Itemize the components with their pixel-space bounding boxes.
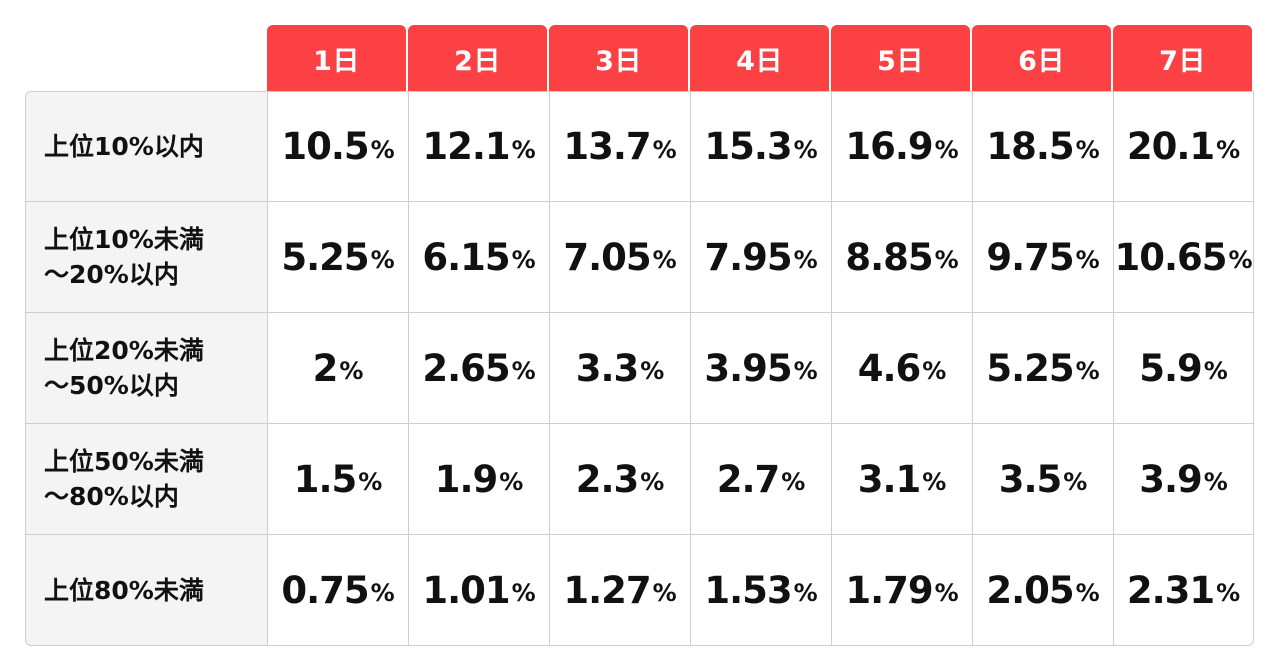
table-cell: 1.53%: [690, 535, 831, 646]
day-header-7: 7日: [1113, 25, 1252, 91]
table-cell: 2%: [267, 313, 408, 424]
table-cell: 6.15%: [408, 202, 549, 313]
table-cell: 4.6%: [831, 313, 972, 424]
table-cell: 2.3%: [549, 424, 690, 535]
table-cell: 15.3%: [690, 91, 831, 202]
day-header-4: 4日: [690, 25, 829, 91]
table-cell: 12.1%: [408, 91, 549, 202]
table-cell: 5.25%: [267, 202, 408, 313]
table-cell: 3.3%: [549, 313, 690, 424]
table-cell: 3.5%: [972, 424, 1113, 535]
table-cell: 1.79%: [831, 535, 972, 646]
day-header-2: 2日: [408, 25, 547, 91]
table-cell: 16.9%: [831, 91, 972, 202]
table-cell: 20.1%: [1113, 91, 1254, 202]
table-cell: 7.05%: [549, 202, 690, 313]
table-cell: 3.1%: [831, 424, 972, 535]
table-cell: 2.31%: [1113, 535, 1254, 646]
table-cell: 10.5%: [267, 91, 408, 202]
row-label-below80: 上位80%未満: [25, 535, 267, 646]
table-cell: 2.65%: [408, 313, 549, 424]
table-corner: [25, 25, 267, 91]
row-label-top10: 上位10%以内: [25, 91, 267, 202]
table-cell: 5.25%: [972, 313, 1113, 424]
day-header-3: 3日: [549, 25, 688, 91]
table-cell: 2.7%: [690, 424, 831, 535]
table-cell: 3.9%: [1113, 424, 1254, 535]
day-header-6: 6日: [972, 25, 1111, 91]
day-header-5: 5日: [831, 25, 970, 91]
table-cell: 1.27%: [549, 535, 690, 646]
table-cell: 1.5%: [267, 424, 408, 535]
row-label-top20-50: 上位20%未満 ～50%以内: [25, 313, 267, 424]
table-cell: 8.85%: [831, 202, 972, 313]
table-cell: 5.9%: [1113, 313, 1254, 424]
table-cell: 1.9%: [408, 424, 549, 535]
row-label-top10-20: 上位10%未満 ～20%以内: [25, 202, 267, 313]
row-label-top50-80: 上位50%未満 ～80%以内: [25, 424, 267, 535]
day-header-1: 1日: [267, 25, 406, 91]
reward-rate-table: 1日 2日 3日 4日 5日 6日 7日 上位10%以内 10.5% 12.1%…: [25, 25, 1254, 646]
table-cell: 18.5%: [972, 91, 1113, 202]
table-cell: 9.75%: [972, 202, 1113, 313]
table-cell: 13.7%: [549, 91, 690, 202]
table-cell: 0.75%: [267, 535, 408, 646]
table-cell: 10.65%: [1113, 202, 1254, 313]
table-cell: 3.95%: [690, 313, 831, 424]
table-cell: 2.05%: [972, 535, 1113, 646]
table-cell: 7.95%: [690, 202, 831, 313]
table-cell: 1.01%: [408, 535, 549, 646]
